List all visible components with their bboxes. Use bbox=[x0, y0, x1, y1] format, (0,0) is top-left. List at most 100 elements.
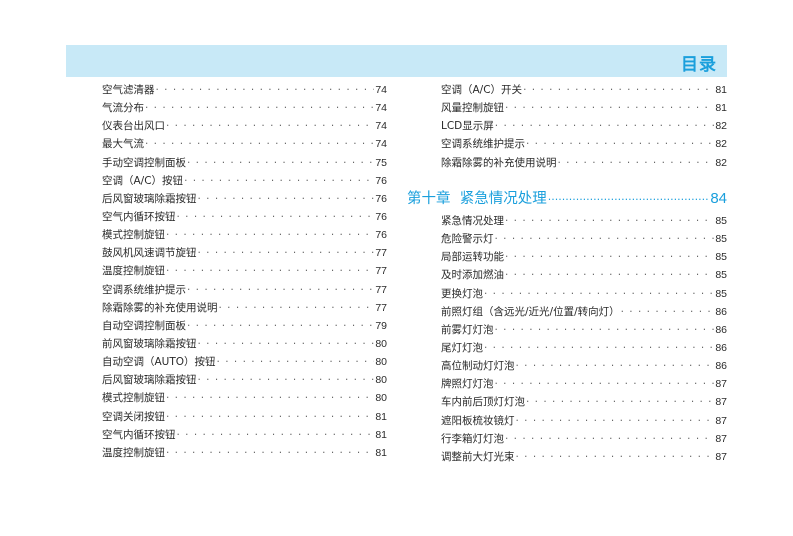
chapter-heading[interactable]: 第十章 紧急情况处理 84 bbox=[407, 187, 727, 208]
leader-dots bbox=[484, 285, 714, 303]
toc-entry[interactable]: 温度控制旋钮 77 bbox=[102, 262, 387, 280]
entry-page: 85 bbox=[715, 269, 727, 282]
entry-label: 最大气流 bbox=[102, 138, 144, 151]
toc-entry[interactable]: 模式控制旋钮 76 bbox=[102, 226, 387, 244]
entry-label: 除霜除雾的补充使用说明 bbox=[441, 156, 557, 169]
toc-entry[interactable]: 气流分布 74 bbox=[102, 99, 387, 117]
leader-dots bbox=[187, 154, 374, 172]
toc-entry[interactable]: 尾灯灯泡 86 bbox=[441, 339, 727, 357]
toc-entry[interactable]: 自动空调（AUTO）按钮 80 bbox=[102, 353, 387, 371]
toc-entry[interactable]: 牌照灯灯泡 87 bbox=[441, 375, 727, 393]
toc-entry[interactable]: 风量控制旋钮 81 bbox=[441, 99, 727, 117]
entry-page: 86 bbox=[715, 360, 727, 373]
leader-dots bbox=[166, 408, 374, 426]
toc-entry[interactable]: 车内前后顶灯灯泡 87 bbox=[441, 393, 727, 411]
leader-dots bbox=[198, 190, 375, 208]
toc-entry[interactable]: 调整前大灯光束 87 bbox=[441, 448, 727, 466]
toc-entry[interactable]: 后风窗玻璃除霜按钮 80 bbox=[102, 371, 387, 389]
entry-page: 74 bbox=[375, 138, 387, 151]
entry-label: 仪表台出风口 bbox=[102, 120, 165, 133]
entry-label: 模式控制旋钮 bbox=[102, 392, 165, 405]
leader-dots bbox=[166, 262, 374, 280]
entry-label: 危险警示灯 bbox=[441, 233, 494, 246]
entry-label: 前风窗玻璃除霜按钮 bbox=[102, 337, 197, 350]
leader-dots bbox=[495, 117, 715, 135]
leader-dots bbox=[484, 339, 714, 357]
entry-page: 87 bbox=[715, 378, 727, 391]
toc-entry[interactable]: 遮阳板梳妆镜灯 87 bbox=[441, 412, 727, 430]
entry-label: 温度控制旋钮 bbox=[102, 446, 165, 459]
entry-label: 后风窗玻璃除霜按钮 bbox=[102, 192, 197, 205]
chapter-page: 84 bbox=[710, 190, 727, 207]
entry-label: 更换灯泡 bbox=[441, 287, 483, 300]
entry-label: 行李箱灯灯泡 bbox=[441, 432, 504, 445]
entry-page: 77 bbox=[375, 301, 387, 314]
leader-dots bbox=[505, 248, 714, 266]
entry-label: 空调（A/C）开关 bbox=[441, 84, 523, 96]
entry-page: 81 bbox=[715, 102, 727, 115]
leader-dots bbox=[166, 226, 374, 244]
toc-entry[interactable]: LCD显示屏 82 bbox=[441, 117, 727, 135]
toc-entry[interactable]: 高位制动灯灯泡 86 bbox=[441, 357, 727, 375]
toc-entry[interactable]: 局部运转功能 85 bbox=[441, 248, 727, 266]
leader-dots bbox=[145, 135, 374, 153]
entry-page: 87 bbox=[715, 396, 727, 409]
toc-entry[interactable]: 空调系统维护提示 77 bbox=[102, 281, 387, 299]
toc-entry[interactable]: 更换灯泡 85 bbox=[441, 285, 727, 303]
toc-entry[interactable]: 行李箱灯灯泡 87 bbox=[441, 430, 727, 448]
leader-dots bbox=[166, 389, 374, 407]
entry-label: 空气内循环按钮 bbox=[102, 428, 176, 441]
toc-entry[interactable]: 空调系统维护提示 82 bbox=[441, 135, 727, 153]
toc-entry[interactable]: 手动空调控制面板 75 bbox=[102, 154, 387, 172]
leader-dots bbox=[187, 281, 374, 299]
entry-page: 80 bbox=[375, 374, 387, 387]
entry-page: 82 bbox=[715, 138, 727, 151]
toc-entry[interactable]: 危险警示灯 85 bbox=[441, 230, 727, 248]
leader-dots bbox=[177, 208, 375, 226]
entry-page: 81 bbox=[375, 410, 387, 423]
entry-label: 高位制动灯灯泡 bbox=[441, 360, 515, 373]
toc-entry[interactable]: 前照灯组（含远光/近光/位置/转向灯） 86 bbox=[441, 303, 727, 321]
toc-entry[interactable]: 空气滤清器 74 bbox=[102, 81, 387, 99]
toc-entry[interactable]: 空调（A/C）按钮 76 bbox=[102, 172, 387, 190]
toc-entry[interactable]: 自动空调控制面板 79 bbox=[102, 317, 387, 335]
entry-label: 空调关闭按钮 bbox=[102, 410, 165, 423]
entry-page: 76 bbox=[375, 210, 387, 223]
toc-entry[interactable]: 最大气流 74 bbox=[102, 135, 387, 153]
entry-label: 局部运转功能 bbox=[441, 251, 504, 264]
toc-entry[interactable]: 仪表台出风口 74 bbox=[102, 117, 387, 135]
entry-page: 80 bbox=[375, 392, 387, 405]
toc-entry[interactable]: 后风窗玻璃除霜按钮 76 bbox=[102, 190, 387, 208]
toc-entry[interactable]: 鼓风机风速调节旋钮 77 bbox=[102, 244, 387, 262]
toc-entry[interactable]: 除霜除雾的补充使用说明 77 bbox=[102, 299, 387, 317]
leader-dots bbox=[495, 321, 715, 339]
entry-page: 81 bbox=[375, 428, 387, 441]
entry-label: 尾灯灯泡 bbox=[441, 341, 483, 354]
toc-entry[interactable]: 前雾灯灯泡 86 bbox=[441, 321, 727, 339]
toc-entry[interactable]: 模式控制旋钮 80 bbox=[102, 389, 387, 407]
leader-dots bbox=[526, 393, 714, 411]
toc-entry[interactable]: 前风窗玻璃除霜按钮 80 bbox=[102, 335, 387, 353]
entry-label: 遮阳板梳妆镜灯 bbox=[441, 414, 515, 427]
toc-entry[interactable]: 空调关闭按钮 81 bbox=[102, 408, 387, 426]
entry-page: 76 bbox=[375, 174, 387, 187]
toc-right-column-top: 空调（A/C）开关81风量控制旋钮81LCD显示屏82空调系统维护提示82除霜除… bbox=[441, 81, 727, 172]
entry-label: 空调（A/C）按钮 bbox=[102, 174, 184, 187]
toc-entry[interactable]: 温度控制旋钮 81 bbox=[102, 444, 387, 462]
toc-entry[interactable]: 及时添加燃油 85 bbox=[441, 266, 727, 284]
entry-page: 86 bbox=[715, 305, 727, 318]
toc-entry[interactable]: 空气内循环按钮 81 bbox=[102, 426, 387, 444]
entry-page: 85 bbox=[715, 251, 727, 264]
entry-label: 后风窗玻璃除霜按钮 bbox=[102, 374, 197, 387]
toc-entry[interactable]: 空气内循环按钮 76 bbox=[102, 208, 387, 226]
toc-entry[interactable]: 空调（A/C）开关 81 bbox=[441, 81, 727, 99]
leader-dots bbox=[219, 299, 375, 317]
entry-label: 调整前大灯光束 bbox=[441, 450, 515, 463]
leader-dots bbox=[198, 244, 375, 262]
entry-page: 80 bbox=[375, 356, 387, 369]
entry-label: 风量控制旋钮 bbox=[441, 102, 504, 115]
entry-label: 空调系统维护提示 bbox=[102, 283, 186, 296]
entry-page: 76 bbox=[375, 229, 387, 242]
toc-entry[interactable]: 紧急情况处理 85 bbox=[441, 212, 727, 230]
toc-entry[interactable]: 除霜除雾的补充使用说明 82 bbox=[441, 154, 727, 172]
